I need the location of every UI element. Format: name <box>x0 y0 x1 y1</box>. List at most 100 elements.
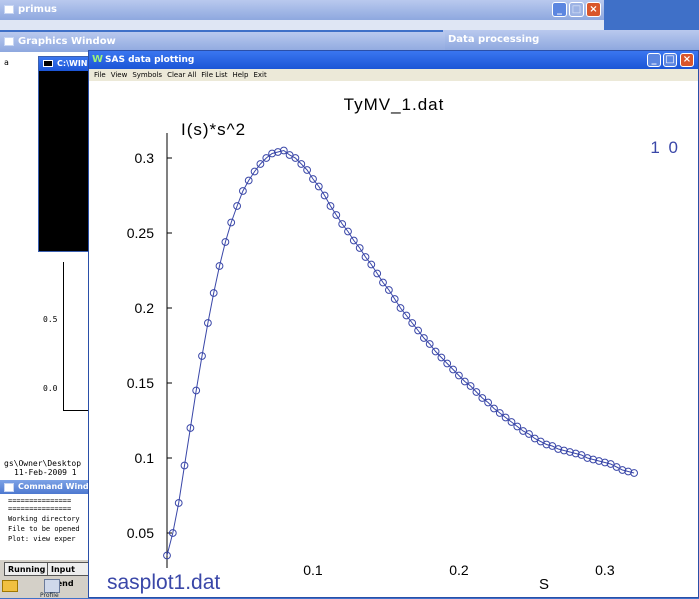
cmd-separator-2: =============== <box>8 505 72 513</box>
data-point <box>244 176 253 185</box>
data-point <box>618 466 627 474</box>
data-point <box>209 289 218 297</box>
data-point <box>443 359 452 368</box>
close-button[interactable]: × <box>586 2 601 17</box>
data-processing-titlebar[interactable]: Data processing <box>443 30 699 50</box>
data-point <box>256 160 265 168</box>
data-point <box>548 442 557 450</box>
footer-label: sasplot1.dat <box>107 571 220 594</box>
data-point <box>420 334 428 342</box>
maximize-button[interactable]: □ <box>569 2 584 17</box>
console-titlebar[interactable]: C:\WIND <box>39 57 97 71</box>
data-point <box>233 202 242 210</box>
data-point <box>431 347 440 356</box>
data-point <box>373 269 382 278</box>
data-point <box>227 218 236 227</box>
data-point <box>338 220 347 228</box>
graphics-tick-00: 0.0 <box>43 384 58 393</box>
data-point <box>332 211 341 219</box>
data-point <box>425 340 434 348</box>
data-point <box>180 461 189 470</box>
data-point <box>314 182 323 191</box>
data-point <box>530 434 539 443</box>
cmd-line: Plot: view exper <box>8 535 76 543</box>
graphics-titlebar[interactable]: Graphics Window <box>0 32 445 52</box>
data-point <box>309 175 317 183</box>
data-point <box>320 191 329 200</box>
data-point <box>361 253 370 261</box>
data-point <box>367 260 376 269</box>
data-point <box>560 446 568 455</box>
sas-minimize-button[interactable]: _ <box>647 53 661 67</box>
primus-window: primus _ □ × <box>0 0 604 30</box>
window-icon <box>4 37 14 46</box>
data-point <box>583 454 592 462</box>
primus-title: primus <box>18 4 58 15</box>
menu-exit[interactable]: Exit <box>253 71 267 79</box>
data-point <box>595 457 603 465</box>
data-point <box>466 382 475 390</box>
data-point <box>379 278 387 287</box>
data-processing-title: Data processing <box>448 34 540 45</box>
command-window: Command Window =============== =========… <box>0 480 100 560</box>
command-titlebar[interactable]: Command Window <box>0 480 100 494</box>
cmd-date: 11-Feb-2009 1 <box>14 468 77 477</box>
menu-symbols[interactable]: Symbols <box>132 71 163 79</box>
sas-plot-window: W SAS data plotting _ □ × File View Symbol… <box>88 50 699 598</box>
data-point <box>542 440 551 449</box>
graphics-axis <box>63 262 64 410</box>
menu-view[interactable]: View <box>110 71 128 79</box>
console-title: C:\WIND <box>57 59 95 68</box>
data-point <box>262 154 271 162</box>
y-tick-label: 0.2 <box>135 300 155 316</box>
data-point <box>495 409 504 417</box>
sas-titlebar[interactable]: W SAS data plotting <box>89 51 698 69</box>
menu-clear-all[interactable]: Clear All <box>167 71 197 79</box>
data-point <box>460 377 469 386</box>
sas-title: SAS data plotting <box>105 55 195 65</box>
data-point <box>449 365 458 374</box>
menu-help[interactable]: Help <box>232 71 249 79</box>
console-icon <box>43 60 53 67</box>
data-point <box>513 422 522 431</box>
data-point <box>396 304 405 312</box>
x-tick-label: 0.2 <box>449 562 469 578</box>
graphics-label-a: a <box>4 58 9 67</box>
y-tick-label: 0.3 <box>135 150 155 166</box>
folder-icon[interactable] <box>2 580 18 592</box>
data-point <box>589 455 598 464</box>
data-point <box>414 326 423 335</box>
graphics-axis-bottom <box>63 410 93 411</box>
sas-close-button[interactable]: × <box>680 53 694 67</box>
data-point <box>472 388 481 396</box>
menu-file[interactable]: File <box>94 71 106 79</box>
menu-file-list[interactable]: File List <box>201 71 228 79</box>
data-point <box>297 160 306 168</box>
sas-maximize-button[interactable]: □ <box>663 53 677 67</box>
cmd-path: gs\Owner\Desktop <box>4 459 82 468</box>
data-point <box>349 236 358 245</box>
data-point <box>303 166 312 174</box>
data-point <box>519 427 528 435</box>
data-point <box>478 394 487 402</box>
primus-titlebar[interactable]: primus <box>0 0 604 20</box>
data-point <box>215 262 224 270</box>
minimize-button[interactable]: _ <box>552 2 567 17</box>
profile-icon[interactable] <box>44 579 60 593</box>
data-point <box>408 319 417 327</box>
data-point <box>239 187 247 195</box>
data-point <box>490 404 498 413</box>
task-running[interactable]: Running <box>4 562 50 576</box>
cmd-line: Working directory <box>8 515 80 523</box>
window-icon <box>4 5 14 14</box>
data-point <box>163 551 171 560</box>
y-tick-label: 0.05 <box>127 525 154 541</box>
data-point <box>355 244 364 252</box>
x-tick-label: 0.3 <box>595 562 615 578</box>
data-point <box>168 529 177 537</box>
data-point <box>186 424 195 432</box>
profile-icon-label: Profile <box>40 592 59 599</box>
data-point <box>385 286 393 294</box>
data-point <box>577 451 586 459</box>
